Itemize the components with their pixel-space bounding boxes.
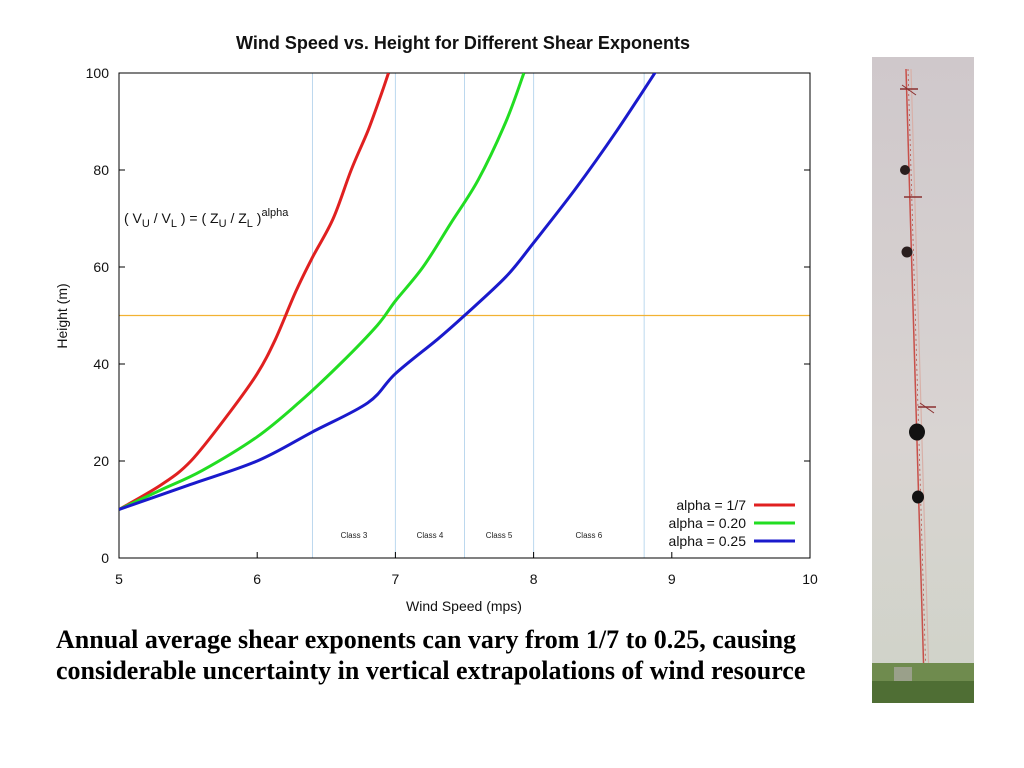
- wind-shear-chart: Wind Speed vs. Height for Different Shea…: [54, 33, 818, 614]
- crop-row: [872, 681, 974, 703]
- equipment-shed: [894, 667, 912, 683]
- x-tick-label: 6: [253, 571, 261, 587]
- class-label: Class 6: [576, 531, 603, 540]
- x-tick-label: 10: [802, 571, 818, 587]
- anemometer-icon: [900, 165, 925, 504]
- shear-formula-annotation: ( VU / VL ) = ( ZU / ZL )alpha: [124, 207, 289, 230]
- series-line: [119, 73, 390, 511]
- slide-caption: Annual average shear exponents can vary …: [56, 625, 806, 685]
- x-tick-label: 5: [115, 571, 123, 587]
- class-label: Class 5: [486, 531, 513, 540]
- legend-label: alpha = 1/7: [676, 497, 746, 513]
- chart-title: Wind Speed vs. Height for Different Shea…: [236, 33, 690, 53]
- class-label: Class 4: [417, 531, 444, 540]
- legend-label: alpha = 0.20: [669, 515, 747, 531]
- y-tick-label: 60: [93, 259, 109, 275]
- met-tower-photo: [872, 57, 974, 703]
- class-label: Class 3: [341, 531, 368, 540]
- plot-frame: [118, 72, 811, 559]
- y-tick-label: 0: [101, 550, 109, 566]
- series-line: [119, 73, 657, 511]
- y-axis-title: Height (m): [54, 283, 70, 348]
- y-tick-label: 80: [93, 162, 109, 178]
- series-line: [119, 73, 526, 511]
- x-tick-label: 7: [392, 571, 400, 587]
- sky-background: [872, 57, 974, 703]
- x-tick-label: 8: [530, 571, 538, 587]
- y-tick-label: 20: [93, 453, 109, 469]
- y-tick-label: 100: [86, 65, 110, 81]
- guy-wire-bracket-icon: [900, 84, 936, 414]
- y-tick-label: 40: [93, 356, 109, 372]
- x-tick-label: 9: [668, 571, 676, 587]
- x-axis-title: Wind Speed (mps): [406, 598, 522, 614]
- legend-label: alpha = 0.25: [669, 533, 747, 549]
